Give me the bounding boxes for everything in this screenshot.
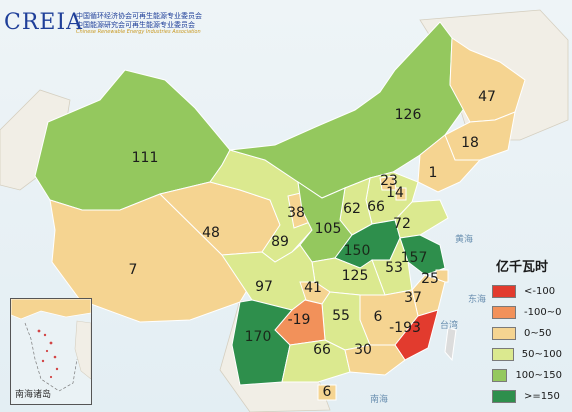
legend-item: <-100 bbox=[492, 281, 562, 302]
org-name-2: 中国能源研究会可再生能源专业委员会 bbox=[76, 21, 195, 29]
taiwan-label: 台湾 bbox=[440, 321, 459, 331]
label-gansu: 89 bbox=[271, 234, 289, 250]
label-qinghai: 48 bbox=[202, 225, 220, 241]
label-henan: 150 bbox=[344, 243, 371, 259]
sea-label-east: 东海 bbox=[468, 295, 487, 305]
inset-caption: 南海诸岛 bbox=[15, 390, 52, 400]
region-hainan bbox=[317, 384, 337, 401]
label-xinjiang: 111 bbox=[132, 150, 159, 166]
label-fujian: -193 bbox=[389, 320, 421, 336]
label-hunan: 55 bbox=[332, 308, 350, 324]
inset-coast bbox=[11, 299, 91, 320]
label-jilin: 18 bbox=[461, 135, 479, 151]
legend-label: >=150 bbox=[524, 391, 560, 402]
legend-swatch bbox=[492, 285, 516, 298]
region-shanghai bbox=[435, 269, 449, 283]
region-guangdong bbox=[344, 344, 406, 376]
label-shaanxi: 105 bbox=[315, 221, 342, 237]
legend-item: 100~150 bbox=[492, 365, 562, 386]
label-shanxi: 62 bbox=[343, 201, 361, 217]
label-hebei: 66 bbox=[367, 199, 385, 215]
label-anhui: 53 bbox=[385, 260, 403, 276]
legend-label: 50~100 bbox=[521, 349, 562, 360]
sea-label-yellow: 黄海 bbox=[455, 235, 474, 245]
region-liaoning bbox=[417, 134, 482, 193]
label-zhejiang: 37 bbox=[404, 290, 422, 306]
inset-land-right bbox=[74, 320, 91, 380]
label-beijing: 23 bbox=[380, 173, 398, 189]
south-china-sea-inset: 南海诸岛 bbox=[10, 298, 92, 405]
legend-swatch bbox=[492, 390, 516, 403]
legend-title: 亿千瓦时 bbox=[496, 260, 549, 275]
label-shandong: 72 bbox=[393, 216, 411, 232]
label-liaoning: 1 bbox=[429, 165, 438, 181]
logo-mark: CREIA bbox=[4, 10, 84, 35]
inset-boundary-line bbox=[24, 322, 78, 392]
label-hubei: 125 bbox=[342, 268, 369, 284]
legend: 亿千瓦时 <-100 -100~0 0~50 50~100 100~150 >=… bbox=[492, 256, 562, 407]
label-guangxi: 66 bbox=[313, 342, 331, 358]
label-chongqing: 41 bbox=[304, 280, 322, 296]
legend-swatch bbox=[492, 306, 516, 319]
legend-label: <-100 bbox=[524, 286, 556, 297]
sea-label-south: 南海 bbox=[370, 395, 389, 405]
label-shanghai: 25 bbox=[421, 271, 439, 287]
inset-islands bbox=[37, 329, 59, 379]
legend-swatch bbox=[492, 327, 516, 340]
label-guizhou: -19 bbox=[288, 312, 311, 328]
label-heilongjiang: 47 bbox=[478, 89, 496, 105]
label-tibet: 7 bbox=[129, 262, 138, 278]
legend-item: -100~0 bbox=[492, 302, 562, 323]
region-taiwan bbox=[444, 327, 457, 362]
legend-item: 50~100 bbox=[492, 344, 562, 365]
org-name-1: 中国循环经济协会可再生能源专业委员会 bbox=[76, 12, 202, 20]
org-name-english: Chinese Renewable Energy Industries Asso… bbox=[76, 29, 201, 35]
label-hainan: 6 bbox=[323, 384, 332, 400]
label-inner-mongolia: 126 bbox=[395, 107, 422, 123]
label-guangdong: 30 bbox=[354, 342, 372, 358]
region-tianjin bbox=[395, 187, 407, 201]
legend-item: >=150 bbox=[492, 386, 562, 407]
label-ningxia: 38 bbox=[287, 205, 305, 221]
legend-label: 100~150 bbox=[515, 370, 562, 381]
label-jiangxi: 6 bbox=[374, 309, 383, 325]
value-labels: 47 18 1 126 111 7 48 89 38 105 62 66 23 … bbox=[129, 89, 496, 400]
creia-logo: CREIA 中国循环经济协会可再生能源专业委员会 中国能源研究会可再生能源专业委… bbox=[4, 4, 202, 38]
legend-label: -100~0 bbox=[524, 307, 562, 318]
inset-map bbox=[11, 299, 91, 392]
label-sichuan: 97 bbox=[255, 279, 273, 295]
legend-item: 0~50 bbox=[492, 323, 562, 344]
legend-label: 0~50 bbox=[524, 328, 552, 339]
legend-swatch bbox=[492, 348, 514, 361]
label-tianjin: 14 bbox=[386, 185, 404, 201]
legend-swatch bbox=[492, 369, 508, 382]
label-yunnan: 170 bbox=[245, 329, 272, 345]
label-jiangsu: 157 bbox=[401, 250, 428, 266]
